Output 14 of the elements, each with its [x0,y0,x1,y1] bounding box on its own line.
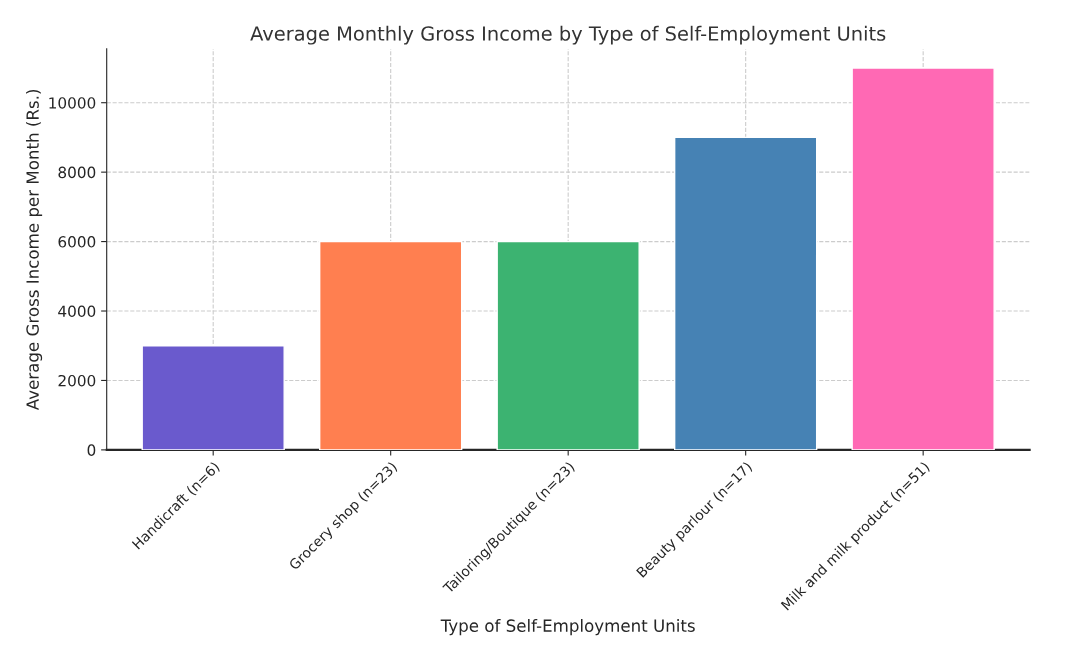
bar [318,240,463,450]
y-axis-title: Average Gross Income per Month (Rs.) [26,89,43,411]
y-tick-label: 4000 [58,305,96,318]
y-tick-label: 0 [87,444,96,456]
bar [141,345,285,450]
chart-title: Average Monthly Gross Income by Type of Self-Employment Units [250,25,886,45]
y-tick-label: 6000 [58,236,96,248]
bar [496,240,640,450]
y-tick-label: 2000 [58,374,96,387]
x-axis-title: Type of Self-Employment Units [440,619,695,636]
y-tick-label: 10000 [49,97,96,109]
y-tick-label: 8000 [58,166,96,179]
bar [851,67,995,450]
bar [673,136,818,450]
